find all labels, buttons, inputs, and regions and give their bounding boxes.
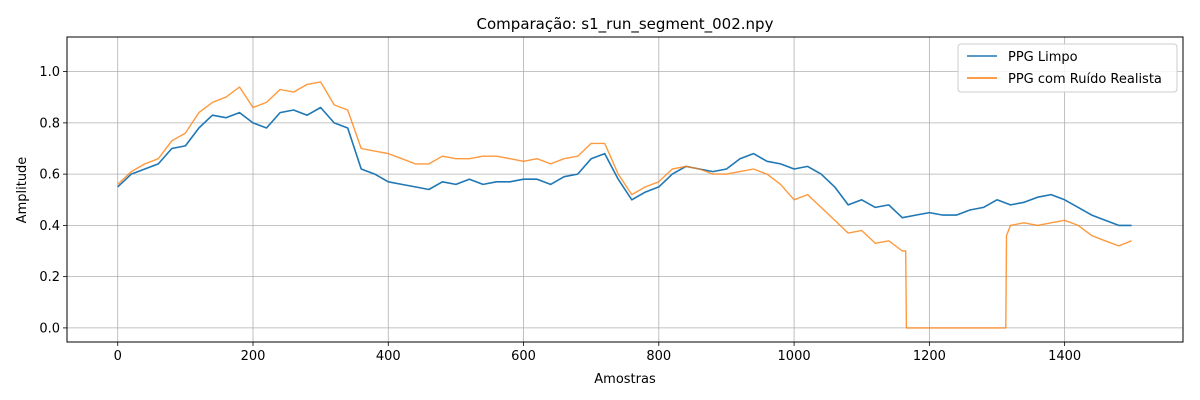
chart-title: Comparação: s1_run_segment_002.npy — [477, 15, 774, 34]
y-tick-label: 0.8 — [39, 116, 60, 131]
y-axis-ticks: 0.0 0.2 0.4 0.6 0.8 1.0 — [39, 65, 67, 336]
y-tick-label: 0.6 — [39, 168, 60, 183]
series-line-noisy — [117, 81, 1132, 329]
plot-frame — [66, 36, 1184, 343]
y-tick-label: 1.0 — [39, 65, 60, 80]
series-line-clean — [117, 106, 1132, 227]
legend: PPG Limpo PPG com Ruído Realista — [957, 43, 1178, 93]
series-lines — [117, 81, 1132, 329]
y-tick-label: 0.0 — [39, 321, 60, 336]
x-axis-label: Amostras — [594, 372, 656, 387]
x-tick-label: 0 — [114, 349, 122, 364]
y-tick-label: 0.2 — [39, 270, 60, 285]
legend-label-clean: PPG Limpo — [1008, 50, 1078, 65]
x-tick-label: 1200 — [913, 349, 946, 364]
x-tick-label: 1000 — [778, 349, 811, 364]
x-tick-label: 600 — [511, 349, 536, 364]
y-axis-label: Amplitude — [15, 157, 30, 224]
x-tick-label: 200 — [241, 349, 266, 364]
legend-label-noisy: PPG com Ruído Realista — [1008, 72, 1162, 87]
x-axis-ticks: 0 200 400 600 800 1000 1200 1400 — [114, 342, 1081, 364]
x-tick-label: 1400 — [1048, 349, 1081, 364]
x-tick-label: 800 — [646, 349, 671, 364]
legend-box — [957, 43, 1178, 93]
y-tick-label: 0.4 — [39, 219, 60, 234]
x-tick-label: 400 — [376, 349, 401, 364]
